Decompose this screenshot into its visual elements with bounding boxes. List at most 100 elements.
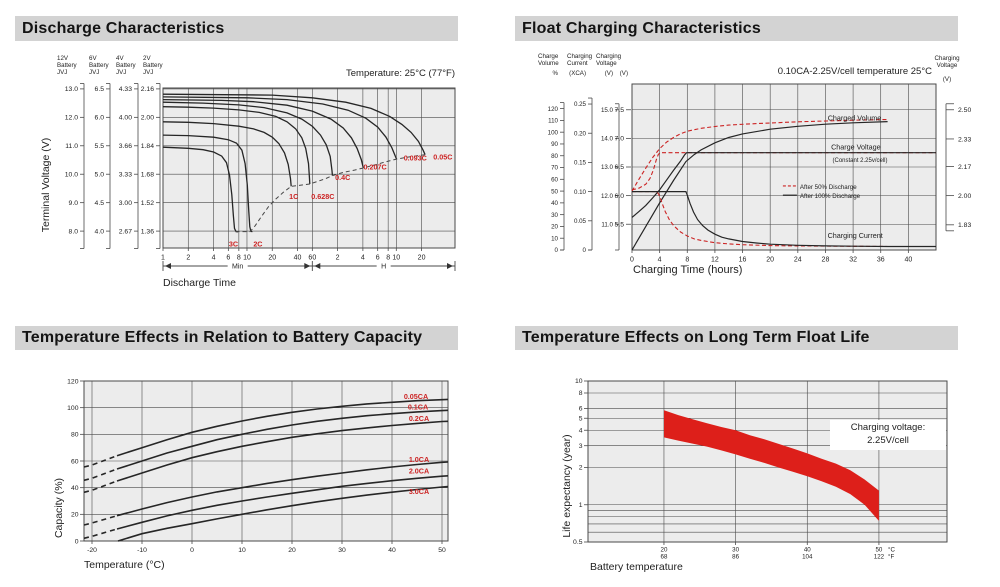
- svg-text:1.0CA: 1.0CA: [409, 455, 429, 464]
- section-title-discharge: Discharge Characteristics: [15, 16, 458, 41]
- svg-text:After 100% Discharge: After 100% Discharge: [800, 193, 861, 200]
- svg-text:2.0CA: 2.0CA: [409, 467, 429, 476]
- svg-text:13.0: 13.0: [601, 164, 614, 171]
- svg-text:0.05: 0.05: [574, 218, 587, 225]
- svg-text:12: 12: [711, 257, 719, 264]
- svg-text:110: 110: [548, 118, 558, 125]
- discharge-x-axis-label: Discharge Time: [163, 277, 236, 289]
- svg-text:1: 1: [161, 255, 165, 262]
- svg-text:(V): (V): [620, 70, 628, 77]
- svg-text:0.2CA: 0.2CA: [409, 414, 429, 423]
- svg-text:20: 20: [661, 547, 668, 554]
- section-title-capacity: Temperature Effects in Relation to Batte…: [15, 326, 458, 350]
- svg-text:20: 20: [268, 255, 276, 262]
- svg-text:2.17: 2.17: [958, 164, 971, 171]
- svg-text:60: 60: [551, 177, 558, 184]
- svg-text:80: 80: [71, 432, 79, 439]
- svg-text:4.5: 4.5: [95, 200, 105, 207]
- svg-text:2.00: 2.00: [141, 115, 154, 122]
- svg-text:1.52: 1.52: [141, 200, 154, 207]
- svg-text:8: 8: [386, 255, 390, 262]
- svg-text:6.5: 6.5: [615, 164, 625, 171]
- svg-text:4.33: 4.33: [119, 86, 132, 93]
- svg-text:5: 5: [579, 415, 583, 422]
- svg-text:0: 0: [555, 247, 559, 254]
- svg-text:0.10: 0.10: [574, 189, 587, 196]
- svg-text:(V): (V): [605, 70, 613, 77]
- svg-text:2.33: 2.33: [958, 136, 971, 143]
- svg-text:0.1CA: 0.1CA: [408, 403, 428, 412]
- svg-text:2: 2: [336, 255, 340, 262]
- svg-text:Charged Volume: Charged Volume: [828, 113, 882, 122]
- svg-text:0: 0: [75, 538, 79, 545]
- svg-text:2.67: 2.67: [119, 228, 132, 235]
- svg-text:14.0: 14.0: [601, 136, 614, 143]
- svg-text:2C: 2C: [253, 239, 262, 248]
- svg-text:(V): (V): [943, 76, 951, 83]
- svg-text:40: 40: [804, 547, 811, 554]
- svg-text:20: 20: [418, 255, 426, 262]
- svg-text:16: 16: [739, 257, 747, 264]
- svg-text:0: 0: [630, 257, 634, 264]
- float-life-x-axis-label: Battery temperature: [590, 561, 683, 573]
- svg-text:10: 10: [238, 547, 246, 554]
- svg-text:36: 36: [877, 257, 885, 264]
- svg-text:1.36: 1.36: [141, 228, 154, 235]
- svg-text:40: 40: [71, 485, 79, 492]
- svg-text:Voltage: Voltage: [937, 62, 958, 69]
- svg-text:100: 100: [548, 129, 559, 136]
- svg-text:Charging: Charging: [596, 53, 622, 60]
- svg-text:3.66: 3.66: [119, 143, 132, 150]
- svg-text:68: 68: [661, 554, 668, 561]
- section-title-float-life: Temperature Effects on Long Term Float L…: [515, 326, 958, 350]
- svg-text:20: 20: [288, 547, 296, 554]
- svg-text:5.5: 5.5: [95, 143, 105, 150]
- svg-text:40: 40: [294, 255, 302, 262]
- svg-text:6: 6: [376, 255, 380, 262]
- svg-text:8: 8: [685, 257, 689, 264]
- svg-text:10: 10: [575, 378, 583, 385]
- svg-text:Charging: Charging: [567, 53, 593, 60]
- svg-text:Charge Voltage: Charge Voltage: [831, 142, 881, 151]
- svg-text:90: 90: [551, 141, 558, 148]
- svg-text:Battery: Battery: [143, 62, 164, 69]
- svg-text:10.0: 10.0: [65, 172, 78, 179]
- svg-text:3: 3: [579, 443, 583, 450]
- svg-text:JVJ: JVJ: [116, 69, 126, 76]
- svg-text:1C: 1C: [289, 192, 298, 201]
- svg-text:4.0: 4.0: [95, 228, 105, 235]
- svg-text:6V: 6V: [89, 55, 97, 62]
- svg-text:JVJ: JVJ: [57, 69, 67, 76]
- svg-text:-10: -10: [137, 547, 147, 554]
- svg-text:10: 10: [551, 235, 558, 242]
- svg-text:Battery: Battery: [89, 62, 110, 69]
- svg-text:10: 10: [243, 255, 251, 262]
- svg-text:0.5: 0.5: [573, 539, 583, 546]
- svg-text:5.0: 5.0: [95, 172, 105, 179]
- capacity-y-axis-label: Capacity (%): [53, 477, 65, 539]
- svg-text:50: 50: [875, 547, 882, 554]
- svg-text:9.0: 9.0: [69, 200, 79, 207]
- charging-voltage-annotation: Charging voltage: 2.25V/cell: [830, 420, 946, 450]
- svg-text:12V: 12V: [57, 55, 69, 62]
- svg-text:Charge: Charge: [538, 53, 559, 60]
- svg-text:86: 86: [732, 554, 739, 561]
- svg-text:2: 2: [579, 465, 583, 472]
- svg-text:50: 50: [551, 188, 558, 195]
- svg-text:122: 122: [874, 554, 885, 561]
- svg-text:1.83: 1.83: [958, 222, 971, 229]
- svg-text:1.68: 1.68: [141, 172, 154, 179]
- svg-text:After 50% Discharge: After 50% Discharge: [800, 184, 857, 191]
- svg-text:0: 0: [583, 247, 587, 254]
- svg-text:0.25: 0.25: [574, 101, 587, 108]
- svg-text:0.20: 0.20: [574, 130, 587, 137]
- svg-text:0.207C: 0.207C: [363, 163, 386, 172]
- svg-text:60: 60: [308, 255, 316, 262]
- svg-text:JVJ: JVJ: [89, 69, 99, 76]
- svg-text:°C: °C: [888, 547, 895, 554]
- svg-text:6: 6: [579, 406, 583, 413]
- svg-text:20: 20: [766, 257, 774, 264]
- svg-text:12.0: 12.0: [65, 115, 78, 122]
- section-title-float-charging: Float Charging Characteristics: [515, 16, 958, 41]
